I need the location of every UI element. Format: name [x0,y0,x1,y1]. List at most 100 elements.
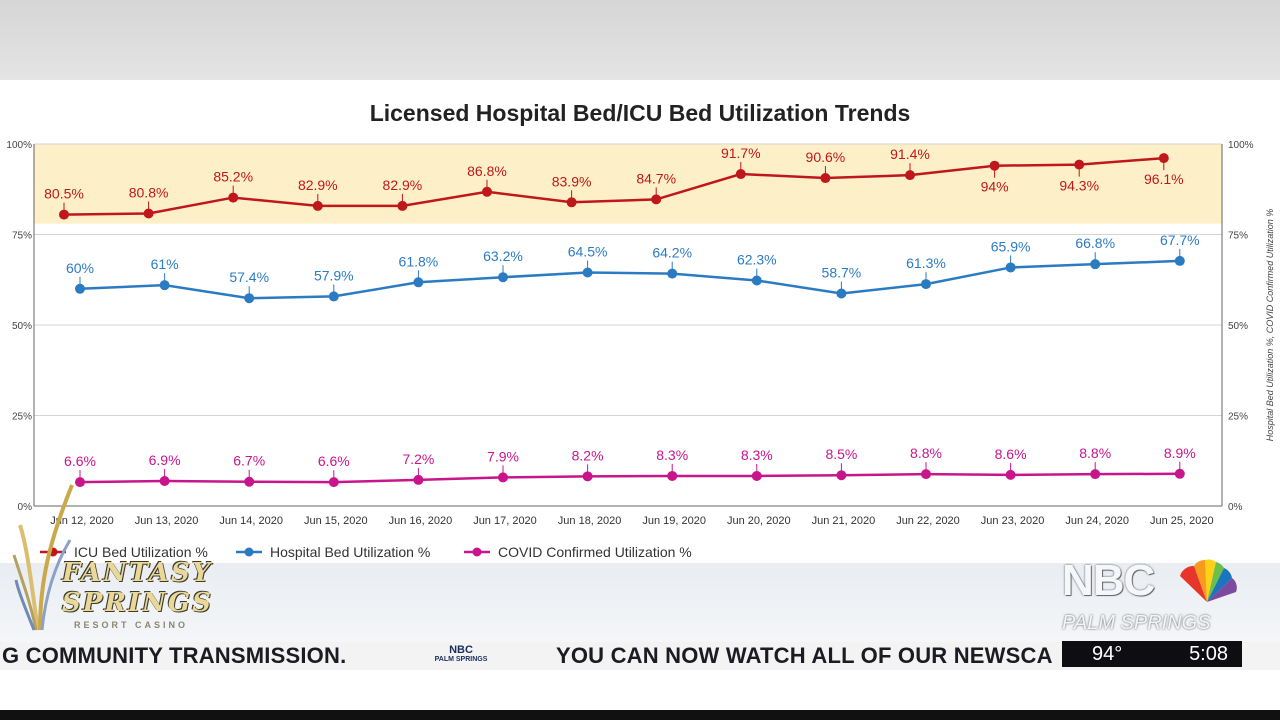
data-point [989,160,1000,171]
x-tick-label: Jun 20, 2020 [727,515,791,527]
data-label: 80.8% [129,185,169,201]
data-label: 64.5% [568,244,608,260]
data-label: 57.9% [314,267,354,283]
top-band [0,0,1280,80]
data-label: 8.2% [572,447,604,463]
x-tick-label: Jun 15, 2020 [304,515,368,527]
peacock-icon [1180,559,1237,602]
data-point [159,476,170,487]
legend-label: COVID Confirmed Utilization % [498,544,692,560]
data-label: 8.9% [1164,445,1196,461]
data-point [582,267,593,278]
y-tick-label-right: 25% [1228,412,1248,423]
data-point [1174,468,1185,479]
data-point [905,170,915,181]
data-label: 7.9% [487,448,519,464]
bottom-bar [0,710,1280,720]
highlight-band [34,144,1222,224]
data-label: 61.3% [906,255,946,271]
data-label: 8.8% [1079,445,1111,461]
data-point [159,280,170,291]
data-point [836,288,847,299]
data-point [143,208,154,219]
data-point [1074,159,1085,170]
x-tick-label: Jun 14, 2020 [219,515,283,527]
data-label: 91.4% [890,146,930,162]
data-label: 63.2% [483,248,523,264]
data-point [397,200,408,211]
ticker-logo: NBC PALM SPRINGS [434,644,488,668]
sponsor-line1: FANTASY [62,558,213,588]
y-tick-label-left: 75% [12,231,32,242]
data-point [59,209,69,220]
data-point [921,469,931,480]
legend-label: ICU Bed Utilization % [74,544,208,560]
data-point [328,477,339,488]
data-point [413,474,424,485]
ticker-right-text: YOU CAN NOW WATCH ALL OF OUR NEWSCA [556,643,1053,668]
series-line-2 [79,472,1180,484]
fantasy-springs-logo-icon [12,484,74,631]
x-tick-label: Jun 16, 2020 [389,515,453,527]
data-label: 66.8% [1075,235,1115,251]
ticker-logo-top: NBC [449,644,473,656]
x-tick-label: Jun 19, 2020 [642,515,706,527]
data-label: 6.6% [64,453,96,469]
x-tick-label: Jun 12, 2020 [50,515,114,527]
data-label: 82.9% [383,177,423,193]
x-tick-label: Jun 25, 2020 [1150,515,1214,527]
data-label: 8.3% [741,447,773,463]
clock-time: 5:08 [1189,643,1228,665]
data-point [244,293,255,304]
data-label: 67.7% [1160,232,1200,248]
data-point [1005,469,1016,480]
data-point [651,194,662,205]
data-label: 6.7% [233,453,265,469]
data-label: 83.9% [552,173,592,189]
station-name: NBC [1062,556,1155,605]
data-point [75,283,85,294]
data-label: 62.3% [737,251,777,267]
x-tick-label: Jun 22, 2020 [896,515,960,527]
data-label: 61% [151,256,179,272]
data-point [921,279,931,290]
data-label: 58.7% [822,265,862,281]
x-tick-label: Jun 21, 2020 [812,515,876,527]
y-tick-label-left: 50% [12,321,32,332]
chart-svg: 0% 0% 25% 25% 50% 50% 75% 75% 100% 100% Hospital B… [6,140,1275,560]
series-line-0 [63,156,1164,216]
y-tick-label-left: 25% [12,412,32,423]
x-tick-label: Jun 17, 2020 [473,515,537,527]
y-tick-label-right: 0% [1228,502,1243,513]
data-point [667,268,678,279]
data-point [75,477,85,488]
data-label: 8.6% [995,446,1027,462]
data-point [751,470,762,481]
data-point [1005,262,1016,273]
lower-band [0,563,1280,643]
data-label: 80.5% [44,186,84,202]
data-label: 8.5% [825,446,857,462]
y-tick-label-right: 100% [1228,140,1254,151]
data-label: 85.2% [213,169,253,185]
sponsor-sub: RESORT CASINO [74,620,189,630]
data-label: 8.3% [656,447,688,463]
ticker-logo-bottom: PALM SPRINGS [434,656,488,663]
right-axis-label: Hospital Bed Utilization %, COVID Confir… [1265,209,1275,442]
legend-swatch-dot [472,547,482,557]
weather-clock-box: 94° 5:08 [1062,641,1242,667]
station-sub: PALM SPRINGS [1062,612,1211,634]
x-tick-label: Jun 24, 2020 [1065,515,1129,527]
data-label: 65.9% [991,238,1031,254]
data-label: 60% [66,260,94,276]
data-point [735,169,746,180]
data-label: 94.3% [1059,178,1099,194]
ticker-left-text: G COMMUNITY TRANSMISSION. [2,643,347,668]
data-label: 6.9% [149,452,181,468]
data-point [751,275,762,286]
data-point [228,192,239,203]
data-point [1174,255,1185,266]
data-point [328,291,339,302]
data-point [836,470,847,481]
y-tick-label-right: 75% [1228,231,1248,242]
